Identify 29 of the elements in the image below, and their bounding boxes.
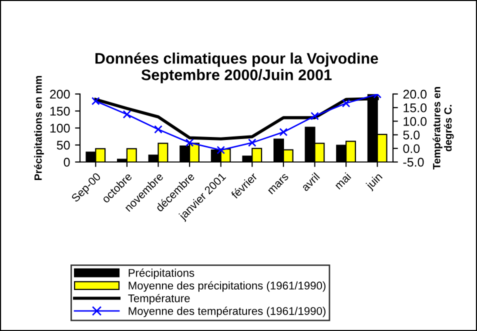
point [91, 96, 100, 106]
y-tick-label: 150 [50, 106, 70, 116]
chart-title: Données climatiques pour la Vojvodine Septembre 2000/Juin 2001 [95, 52, 378, 84]
point [216, 146, 226, 154]
point [342, 99, 350, 108]
x-tick-label: juin [364, 172, 384, 192]
point [310, 112, 319, 120]
y-tick-label: 100 [50, 124, 70, 133]
legend-label: Précipitations [128, 268, 194, 280]
y2-tick-label: 10.0 [404, 117, 427, 126]
y2-tick-label: 5.0 [403, 130, 420, 140]
legend-label: Moyenne des précipitations (1961/1990) [128, 281, 326, 292]
y2-tick-label: 20.0 [403, 90, 427, 99]
point [248, 138, 256, 147]
y-tick-label: 200 [50, 90, 70, 99]
y-tick-label: 50 [56, 140, 70, 150]
y-axis-title: Précipitations en mm [34, 76, 44, 180]
legend-label: Moyenne des températures (1961/1990) [128, 306, 326, 318]
y2-tick-label: 15.0 [404, 103, 427, 112]
x-tick-label: mai [334, 172, 352, 190]
point [185, 138, 194, 147]
y2-axis-title: Températures en degrés C. [432, 87, 454, 170]
legend-label: Température [128, 294, 190, 304]
y2-tick-label: -5.0 [403, 158, 424, 167]
point [122, 110, 132, 119]
y-tick-label: 0 [64, 158, 70, 167]
point [279, 128, 288, 136]
y2-tick-label: 0.0 [403, 144, 420, 154]
point [154, 125, 162, 134]
